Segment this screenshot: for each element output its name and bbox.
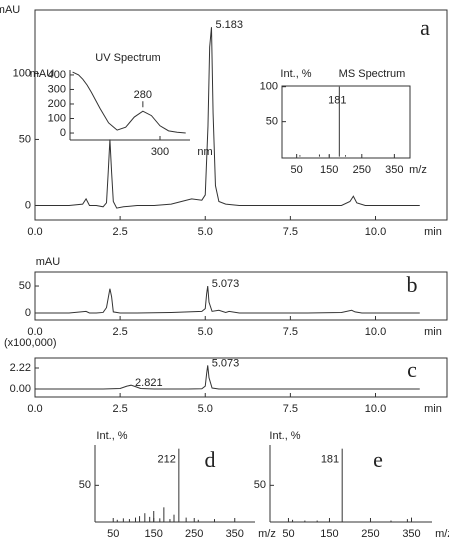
trace (35, 27, 420, 209)
plot-frame (34, 271, 448, 321)
x-tick-label: 50 (282, 528, 294, 540)
x-tick-label: 250 (185, 528, 203, 540)
x-tick-label: 2.5 (112, 403, 127, 415)
x-tick-label: 2.5 (112, 326, 127, 338)
y-tick-label: 400 (48, 69, 66, 81)
x-tick-label: 10.0 (365, 226, 386, 238)
plot-frame (34, 9, 448, 221)
peak-label: 181 (321, 454, 339, 466)
x-axis-label: min (424, 326, 442, 338)
x-tick-label: 150 (145, 528, 163, 540)
x-axis-label: nm (197, 146, 212, 158)
peak-label: 5.073 (212, 278, 240, 290)
trace (72, 71, 186, 134)
y-tick-label: 100 (13, 67, 31, 79)
x-axis-label: m/z (435, 528, 449, 540)
inset-title: UV Spectrum (95, 52, 160, 64)
trace (35, 285, 420, 314)
y-tick-label: 0 (25, 307, 31, 319)
plot-frame (34, 357, 448, 398)
x-axis-label: m/z (258, 528, 276, 540)
inset-title: MS Spectrum (339, 68, 406, 80)
y-axis-label: mAU (30, 68, 55, 80)
x-tick-label: 7.5 (283, 403, 298, 415)
x-tick-label: 7.5 (283, 226, 298, 238)
panel-letter: a (420, 15, 430, 40)
x-tick-label: 7.5 (283, 326, 298, 338)
peak-label: 5.073 (212, 357, 240, 369)
y-tick-label: 300 (48, 83, 66, 95)
y-axis-label: Int., % (269, 430, 300, 442)
y-tick-label: 100 (260, 81, 278, 93)
peak-label: 212 (157, 454, 175, 466)
y-tick-label: 50 (19, 280, 31, 292)
x-tick-label: 350 (226, 528, 244, 540)
x-tick-label: 10.0 (365, 403, 386, 415)
x-tick-label: 0.0 (27, 403, 42, 415)
x-tick-label: 50 (291, 164, 303, 176)
panel-letter: d (205, 447, 216, 472)
trace (35, 365, 420, 390)
y-tick-label: 50 (266, 116, 278, 128)
panel-letter: c (407, 357, 417, 382)
y-axis-label: Int., % (280, 68, 311, 80)
x-axis-label: m/z (409, 164, 427, 176)
y-tick-label: 50 (19, 133, 31, 145)
y-axis-label: (x100,000) (4, 337, 57, 349)
x-axis-label: min (424, 226, 442, 238)
x-tick-label: 300 (151, 146, 169, 158)
x-tick-label: 250 (353, 164, 371, 176)
x-tick-label: 150 (320, 528, 338, 540)
x-tick-label: 0.0 (27, 326, 42, 338)
x-tick-label: 0.0 (27, 226, 42, 238)
panel-letter: e (373, 447, 383, 472)
y-tick-label: 100 (48, 112, 66, 124)
x-tick-label: 10.0 (365, 326, 386, 338)
y-axis-label: mAU (0, 4, 20, 16)
peak-label: 5.183 (215, 19, 243, 31)
panel-letter: b (407, 272, 418, 297)
x-tick-label: 350 (385, 164, 403, 176)
peak-label: 181 (328, 95, 346, 107)
x-tick-label: 5.0 (198, 226, 213, 238)
peak-label: 2.821 (135, 377, 163, 389)
y-tick-label: 50 (254, 479, 266, 491)
x-tick-label: 350 (402, 528, 420, 540)
x-tick-label: 50 (107, 528, 119, 540)
x-tick-label: 250 (361, 528, 379, 540)
x-tick-label: 5.0 (198, 326, 213, 338)
x-tick-label: 5.0 (198, 403, 213, 415)
x-tick-label: 150 (320, 164, 338, 176)
y-tick-label: 2.22 (10, 362, 31, 374)
x-axis-label: min (424, 403, 442, 415)
peak-label: 280 (134, 89, 152, 101)
y-tick-label: 50 (79, 479, 91, 491)
y-tick-label: 200 (48, 98, 66, 110)
x-tick-label: 2.5 (112, 226, 127, 238)
y-tick-label: 0.00 (10, 383, 31, 395)
y-tick-label: 0 (60, 127, 66, 139)
y-axis-label: Int., % (96, 430, 127, 442)
y-axis-label: mAU (36, 256, 61, 268)
y-tick-label: 0 (25, 199, 31, 211)
